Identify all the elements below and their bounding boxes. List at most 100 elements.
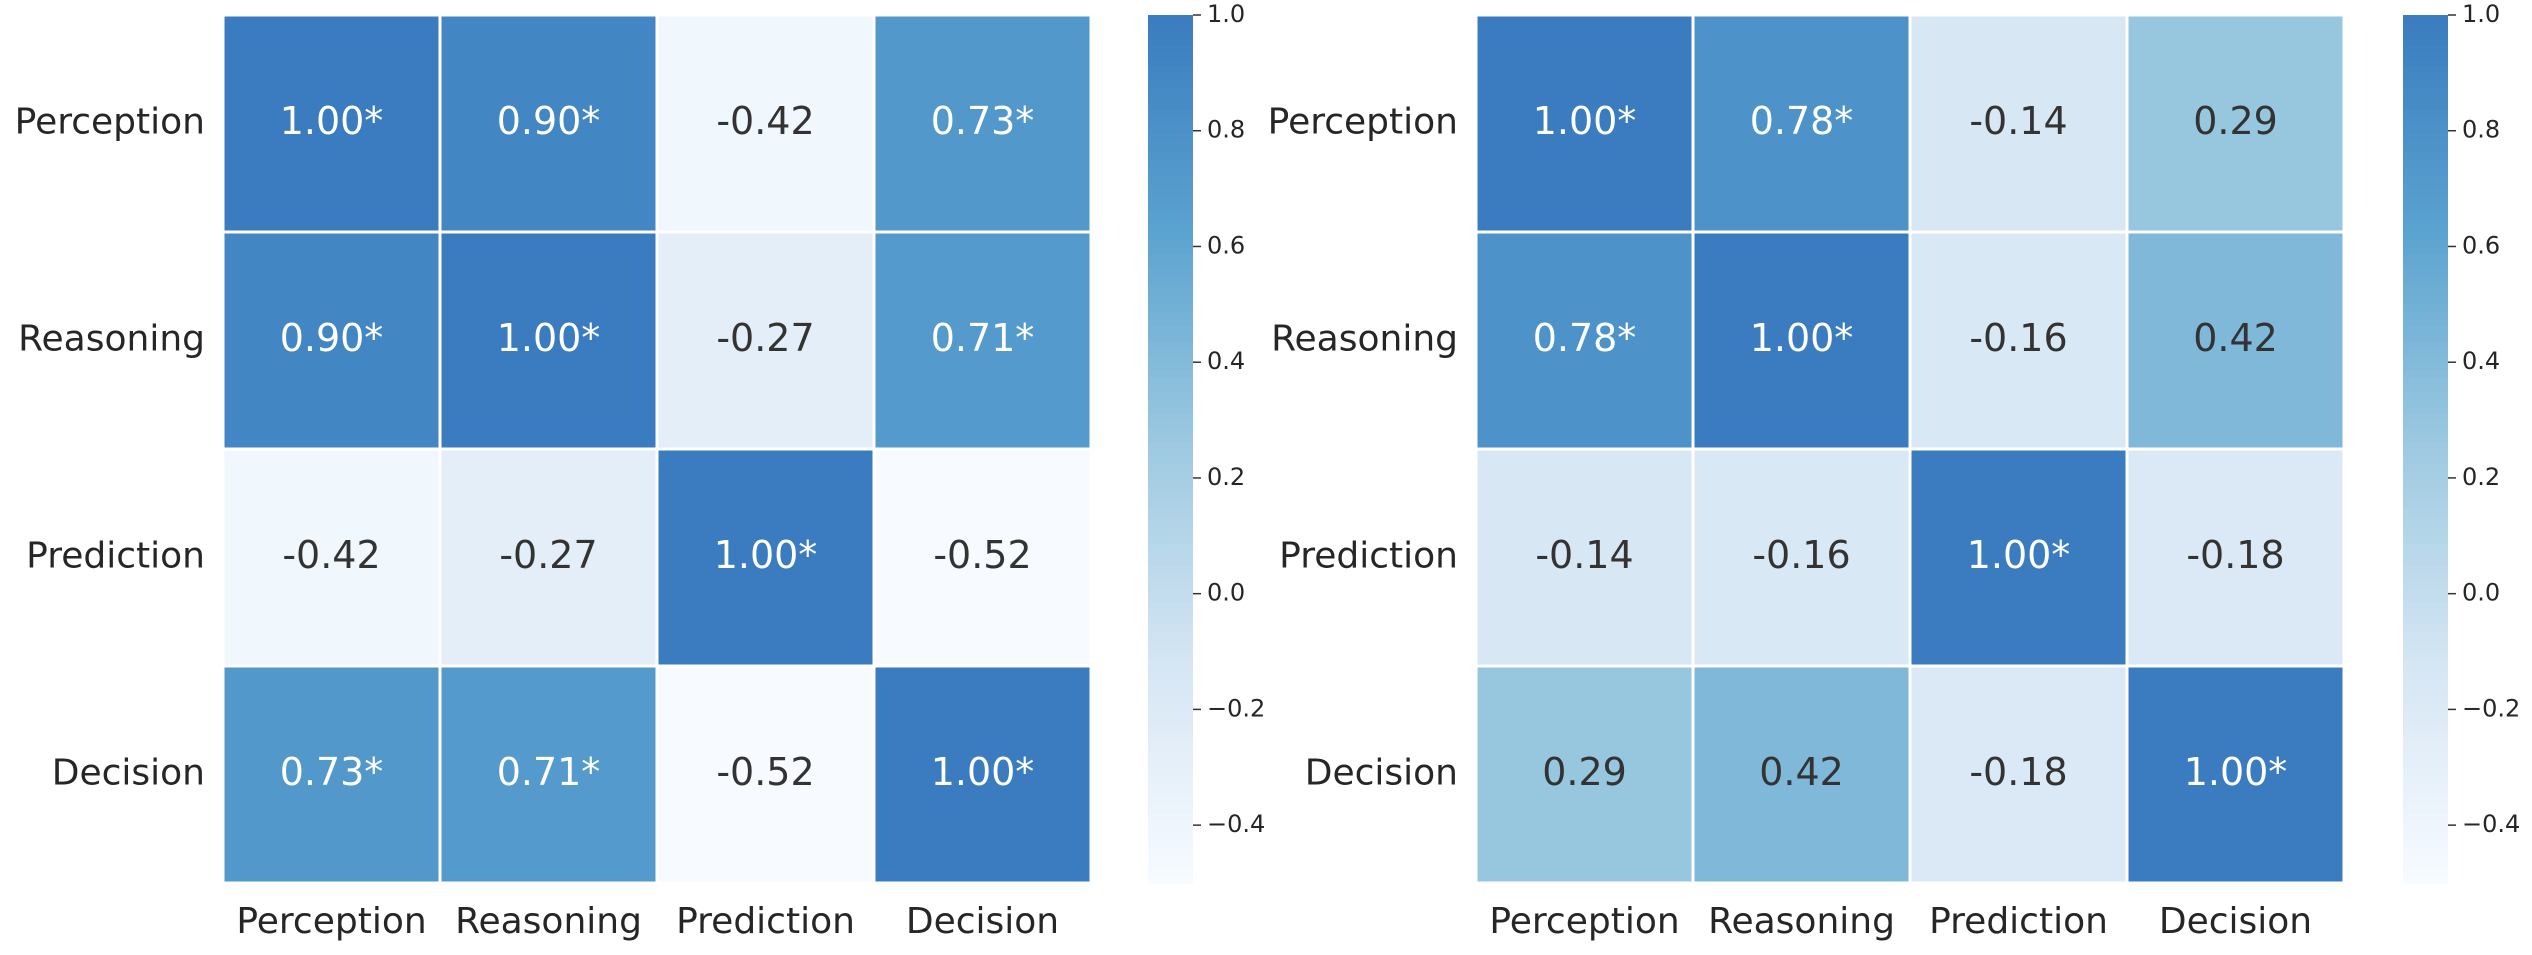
colorbar-segment (2403, 101, 2448, 110)
colorbar-segment (1148, 109, 1193, 117)
colorbar-segment (2403, 217, 2448, 226)
colorbar-segment (2403, 854, 2448, 862)
colorbar-segment (1148, 564, 1193, 573)
colorbar-segment (1148, 528, 1193, 537)
colorbar-segment (1148, 694, 1193, 703)
colorbar-segment (1148, 232, 1193, 240)
heatmap-cell (438, 447, 659, 668)
colorbar-segment (2403, 550, 2448, 559)
colorbar-segment (2403, 644, 2448, 653)
colorbar-segment (2403, 412, 2448, 421)
colorbar-segment (2403, 499, 2448, 508)
colorbar-segment (1148, 145, 1193, 154)
heatmap-cell (872, 13, 1093, 234)
colorbar-tick-label: 0.2 (2462, 463, 2500, 491)
colorbar-segment (1148, 15, 1193, 23)
colorbar-segment (2403, 485, 2448, 493)
colorbar-segment (1148, 420, 1193, 428)
colorbar-segment (1148, 788, 1193, 797)
colorbar-segment (2403, 702, 2448, 710)
heatmap-cell (1908, 447, 2129, 668)
colorbar-tick-label: 0.6 (2462, 231, 2500, 259)
colorbar-tick-label: 0.0 (1207, 579, 1245, 607)
heatmap-cell (438, 13, 659, 234)
colorbar-segment (2403, 311, 2448, 320)
colorbar-segment (2403, 253, 2448, 262)
colorbar-segment (1148, 29, 1193, 38)
colorbar-segment (1148, 745, 1193, 754)
colorbar-tick-label: 0.6 (1207, 231, 1245, 259)
colorbar-segment (2403, 788, 2448, 797)
colorbar-segment (1148, 514, 1193, 522)
colorbar-segment (2403, 398, 2448, 407)
colorbar-segment (1148, 159, 1193, 168)
colorbar-segment (1148, 709, 1193, 718)
heatmap-cell (438, 230, 659, 451)
colorbar-tick-label: 1.0 (1207, 0, 1245, 28)
colorbar-segment (2403, 825, 2448, 833)
colorbar-segment (1148, 369, 1193, 378)
x-tick-label: Decision (906, 901, 1059, 942)
colorbar-segment (2403, 463, 2448, 472)
cell-label: -0.42 (716, 99, 814, 143)
heatmap-cell (1474, 230, 1695, 451)
colorbar-segment (1148, 87, 1193, 96)
colorbar-tick-label: −0.2 (2462, 694, 2520, 722)
colorbar-segment (1148, 340, 1193, 349)
colorbar-segment (1148, 738, 1193, 747)
cell-label: 0.29 (2193, 99, 2278, 143)
heatmap-cell (438, 664, 659, 885)
colorbar-segment (1148, 803, 1193, 812)
colorbar-segment (2403, 181, 2448, 190)
colorbar-segment (1148, 673, 1193, 682)
colorbar-segment (1148, 398, 1193, 407)
colorbar-segment (2403, 535, 2448, 544)
colorbar-segment (1148, 297, 1193, 305)
colorbar-segment (2403, 709, 2448, 718)
colorbar-segment (1148, 586, 1193, 595)
colorbar-segment (1148, 333, 1193, 342)
colorbar-segment (1148, 774, 1193, 783)
heatmap-cell (1908, 664, 2129, 885)
colorbar-segment (1148, 94, 1193, 103)
colorbar-segment (1148, 543, 1193, 551)
colorbar-segment (1148, 72, 1193, 81)
colorbar-segment (1148, 362, 1193, 371)
colorbar-segment (2403, 861, 2448, 870)
colorbar-segment (2403, 210, 2448, 219)
heatmap-cell (1908, 13, 2129, 234)
colorbar-segment (2403, 80, 2448, 88)
colorbar-segment (2403, 297, 2448, 305)
x-tick-label: Reasoning (1708, 901, 1895, 942)
cell-label: -0.16 (1969, 316, 2067, 360)
colorbar-segment (2403, 571, 2448, 580)
colorbar-segment (1148, 224, 1193, 233)
colorbar-segment (1148, 716, 1193, 725)
colorbar-segment (1148, 817, 1193, 826)
heatmap-cell (1691, 447, 1912, 668)
colorbar-segment (1148, 434, 1193, 443)
cell-label: -0.42 (282, 533, 380, 577)
cell-label: -0.14 (1969, 99, 2067, 143)
colorbar-segment (1148, 326, 1193, 334)
colorbar-segment (2403, 376, 2448, 385)
colorbar-segment (2403, 174, 2448, 182)
colorbar-segment (2403, 391, 2448, 399)
colorbar-segment (2403, 608, 2448, 616)
colorbar-segment (2403, 203, 2448, 211)
colorbar-segment (1148, 666, 1193, 674)
colorbar-segment (1148, 304, 1193, 313)
colorbar-segment (1148, 723, 1193, 732)
colorbar-segment (1148, 810, 1193, 819)
colorbar-segment (1148, 166, 1193, 175)
colorbar-segment (2403, 51, 2448, 59)
x-tick-label: Prediction (676, 901, 855, 942)
colorbar-segment (2403, 354, 2448, 363)
colorbar-segment (1148, 123, 1193, 132)
colorbar-segment (1148, 615, 1193, 624)
colorbar-segment (2403, 239, 2448, 248)
colorbar-segment (1148, 383, 1193, 392)
colorbar-segment (2403, 166, 2448, 175)
colorbar-segment (2403, 340, 2448, 349)
